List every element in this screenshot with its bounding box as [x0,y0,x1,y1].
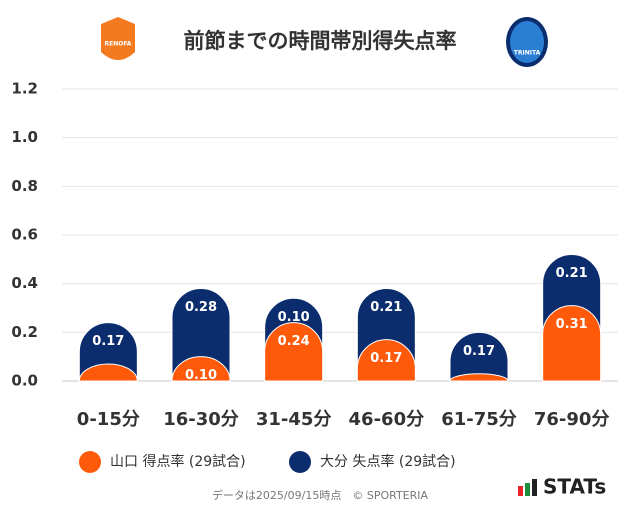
data-label: 0.31 [556,317,588,332]
data-label: 0.17 [463,344,495,359]
y-tick-label: 0.0 [11,372,38,390]
data-label: 0.21 [370,300,402,315]
y-tick-label: 0.6 [11,226,38,244]
y-tick-label: 0.8 [11,177,38,195]
bar-segment [171,288,231,382]
data-label: 0.21 [556,266,588,281]
bar-segment [264,322,324,382]
brand: STATs [543,475,606,499]
x-tick-label: 76-90分 [534,409,610,430]
logo-text: TRINITA [514,50,541,57]
data-label: 0.10 [278,310,310,325]
legend-label: 大分 失点率 (29試合) [320,453,456,470]
bar-segment [449,373,509,382]
bar-segment [78,363,138,382]
bar-segment [356,339,416,382]
data-label: 0.24 [278,334,310,349]
data-label: 0.10 [185,368,217,383]
data-label: 0.17 [370,351,402,366]
legend: 山口 得点率 (29試合) 大分 失点率 (29試合) [79,451,456,473]
y-tick-label: 1.0 [11,128,38,146]
bar-segment [542,305,602,382]
x-tick-label: 0-15分 [77,409,140,430]
bar-segment [449,331,509,382]
right-logo: TRINITA [506,17,548,67]
y-tick-label: 0.4 [11,274,38,292]
footer: データは2025/09/15時点 © SPORTERIA [212,488,429,502]
chart-title: 前節までの時間帯別得失点率 [184,29,457,53]
x-tick-label: 16-30分 [163,409,239,430]
x-tick-label: 31-45分 [256,409,332,430]
data-label: 0.17 [92,334,124,349]
left-logo: RENOFA [101,17,135,60]
x-tick-label: 61-75分 [441,409,517,430]
y-tick-label: 1.2 [11,80,38,98]
legend-marker [79,451,101,473]
bar-segment [171,356,231,382]
logo-text: RENOFA [105,41,132,48]
data-label: 0.28 [185,300,217,315]
y-tick-label: 0.2 [11,323,38,341]
x-tick-label: 46-60分 [349,409,425,430]
brand-logo: STATs [518,475,606,499]
legend-label: 山口 得点率 (29試合) [110,453,246,470]
legend-marker [289,451,311,473]
